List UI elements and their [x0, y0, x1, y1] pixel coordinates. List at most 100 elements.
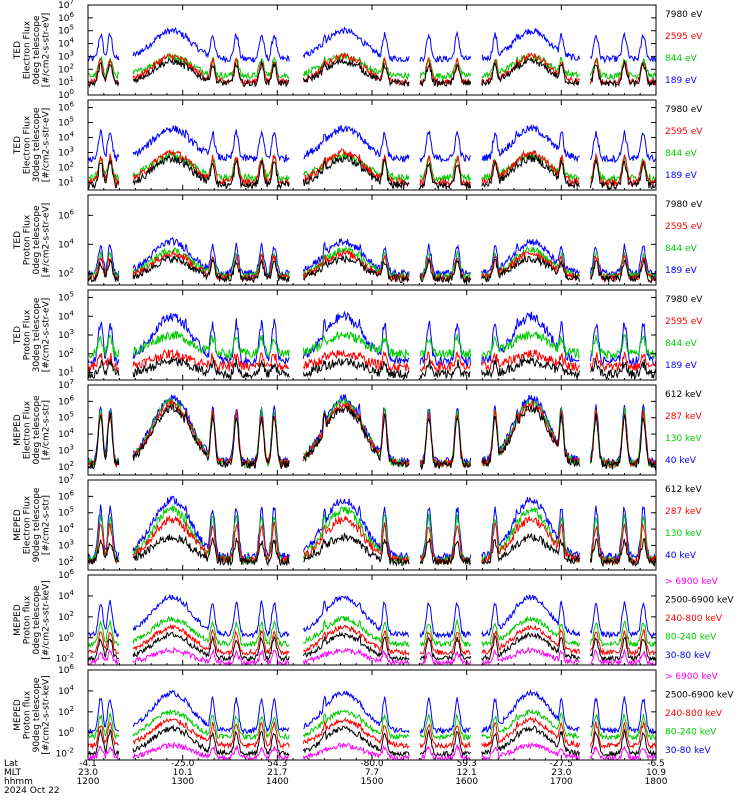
y-axis-label-line: [#/cm2-s-str] — [42, 495, 52, 555]
y-tick-exponent: 5 — [70, 411, 74, 419]
y-tick-label: 105 — [58, 411, 74, 424]
series-line — [88, 56, 656, 89]
y-tick-label: 104 — [58, 237, 74, 250]
series-line — [88, 724, 656, 759]
y-axis-label-line: Electron Flux — [23, 495, 33, 554]
y-tick-label: 106 — [58, 663, 74, 676]
y-tick-exponent: 3 — [70, 328, 74, 336]
series-line — [88, 348, 656, 373]
series-group — [88, 124, 656, 190]
footer-row-label: MLT — [4, 768, 22, 778]
series-line — [88, 51, 656, 88]
y-tick-exponent: 6 — [70, 489, 75, 497]
y-tick-exponent: 5 — [70, 116, 74, 124]
legend-entry: 844 eV — [665, 339, 698, 349]
legend-entry: 2595 eV — [665, 317, 703, 327]
footer-mlt: 21.7 — [267, 768, 287, 778]
y-tick-exponent: 4 — [70, 37, 75, 45]
y-tick-label: 102 — [58, 266, 74, 279]
y-tick-label: 101 — [58, 176, 74, 189]
series-line — [88, 249, 656, 283]
y-tick-exponent: 6 — [70, 11, 75, 19]
y-tick-exponent: -2 — [67, 652, 74, 660]
y-axis-label-line: 30deg telescope — [32, 297, 42, 372]
y-tick-exponent: 5 — [70, 24, 74, 32]
legend-entry: 2595 eV — [665, 222, 703, 232]
y-axis-label-line: [#/cm2-s-str-keV] — [42, 580, 52, 659]
y-axis-label-line: [#/cm2-s-str-eV] — [42, 298, 52, 373]
y-tick-label: 103 — [58, 49, 74, 62]
series-line — [88, 124, 656, 164]
y-tick-label: 107 — [58, 378, 74, 391]
y-tick-exponent: 6 — [70, 208, 75, 216]
y-tick-exponent: 2 — [70, 705, 74, 713]
y-axis-label-line: Electron Flux — [23, 400, 33, 459]
y-tick-label: 102 — [58, 161, 74, 174]
y-tick-label: 102 — [58, 460, 74, 473]
y-axis-label-line: 90deg telescope — [32, 677, 42, 752]
y-axis-label-line: 90deg telescope — [32, 487, 42, 562]
series-line — [88, 495, 656, 563]
y-tick-label: 106 — [58, 394, 74, 407]
y-axis-label-line: [#/cm2-s-str] — [42, 400, 52, 460]
y-tick-label: 105 — [58, 506, 74, 519]
y-tick-exponent: 2 — [70, 161, 74, 169]
y-tick-label: 105 — [58, 24, 74, 37]
legend-entry: 240-800 keV — [665, 614, 723, 624]
footer-hhmm: 1600 — [455, 777, 478, 787]
legend-entry: > 6900 keV — [665, 672, 719, 682]
y-tick-label: 101 — [58, 366, 74, 379]
y-tick-exponent: 4 — [70, 237, 75, 245]
y-tick-exponent: 2 — [70, 62, 74, 70]
legend-entry: 80-240 keV — [665, 633, 717, 643]
series-line — [88, 630, 656, 663]
y-tick-exponent: 1 — [70, 75, 74, 83]
y-axis-label-line: TED — [13, 326, 23, 345]
series-line — [88, 646, 656, 665]
y-tick-label: 105 — [58, 116, 74, 129]
y-axis-label-line: MEPED — [13, 699, 23, 731]
y-tick-label: 103 — [58, 538, 74, 551]
y-tick-exponent: 7 — [70, 378, 74, 386]
panel-4: 105 104 103 102 101 TEDProton Flux30deg teles… — [13, 289, 703, 381]
y-tick-exponent: 5 — [70, 506, 74, 514]
y-axis-label-line: [#/cm2-s-str-eV] — [42, 203, 52, 278]
legend-entry: 189 eV — [665, 266, 698, 276]
series-line — [88, 531, 656, 568]
footer-mlt: 12.1 — [457, 768, 477, 778]
series-line — [88, 708, 656, 742]
y-axis-label-line: MEPED — [13, 604, 23, 636]
y-axis-label-line: Electron Flux — [23, 20, 33, 79]
legend-entry: 30-80 keV — [665, 746, 711, 756]
legend-entry: 612 keV — [665, 485, 702, 495]
y-tick-label: 100 — [58, 631, 74, 644]
series-line — [88, 402, 656, 471]
footer-lat: 54.3 — [267, 759, 287, 769]
series-group — [88, 394, 656, 471]
panel-5: 107 106 105 104 103 102 MEPEDElectron Flux0deg… — [13, 378, 702, 476]
y-tick-label: 100 — [58, 88, 74, 101]
legend-entry: 844 eV — [665, 244, 698, 254]
y-axis-label: MEPEDElectron Flux0deg telescope[#/cm2-s… — [13, 395, 52, 465]
legend-entry: 287 keV — [665, 507, 702, 517]
y-tick-exponent: 6 — [70, 663, 75, 671]
legend-entry: 189 eV — [665, 361, 698, 371]
legend-entry: 287 keV — [665, 412, 702, 422]
y-tick-exponent: 2 — [70, 347, 74, 355]
series-line — [88, 310, 656, 367]
y-tick-label: 102 — [58, 347, 74, 360]
footer-lat: -4.1 — [79, 759, 97, 769]
y-tick-exponent: 7 — [70, 0, 74, 6]
series-group — [88, 26, 656, 89]
y-tick-exponent: 1 — [70, 366, 74, 374]
footer-lat: 59.3 — [457, 759, 477, 769]
y-tick-exponent: -2 — [67, 747, 74, 755]
legend-entry: 612 keV — [665, 390, 702, 400]
y-tick-exponent: 0 — [70, 726, 74, 734]
y-tick-exponent: 7 — [70, 473, 74, 481]
y-axis-label-line: TED — [13, 231, 23, 250]
y-tick-label: 106 — [58, 11, 74, 24]
y-tick-exponent: 1 — [70, 176, 74, 184]
y-tick-exponent: 6 — [70, 394, 75, 402]
